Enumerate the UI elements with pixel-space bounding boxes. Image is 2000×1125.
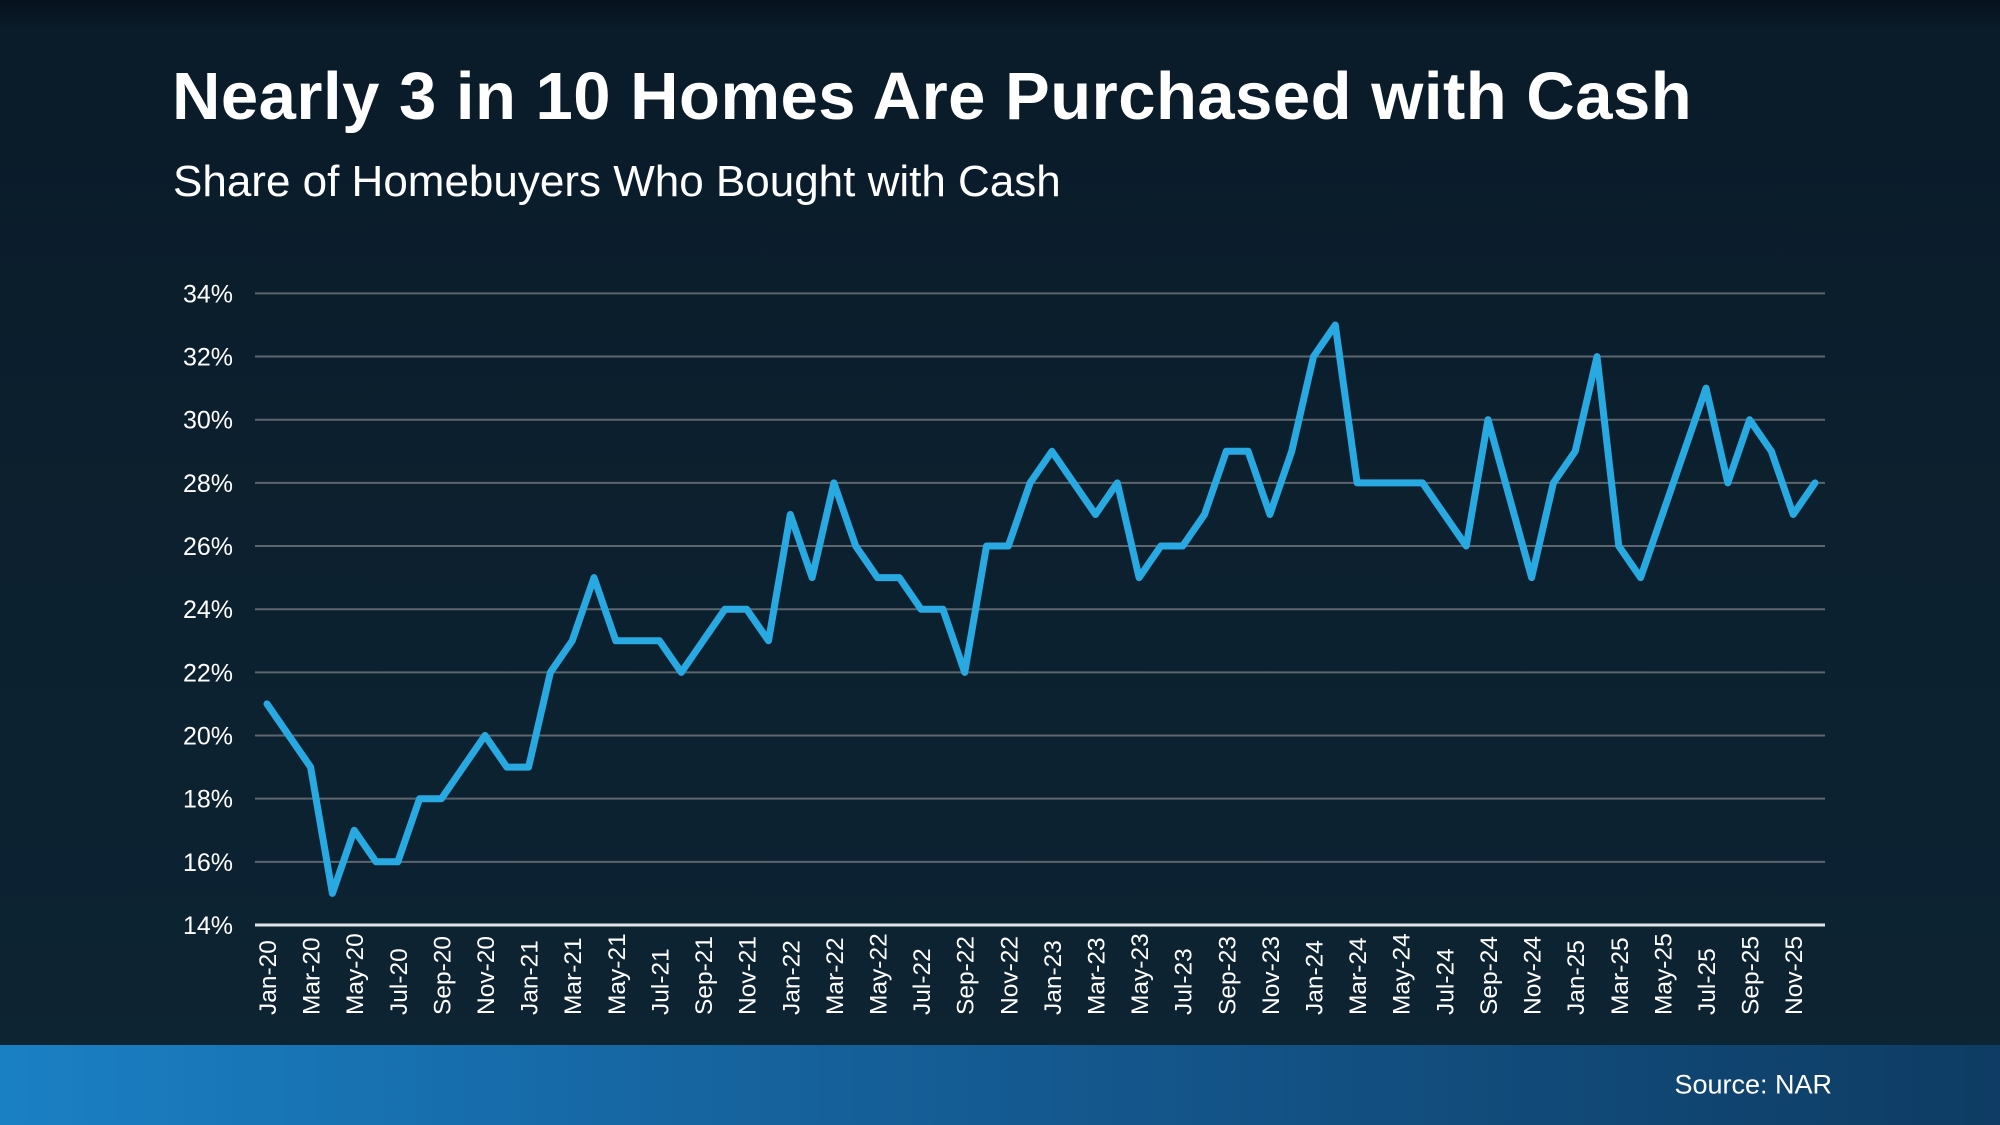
y-axis-label: 18% [183,786,233,814]
x-axis-label: May-22 [865,933,892,1015]
footer-bar: Source: NAR [0,1045,2000,1125]
y-axis-label: 22% [183,659,233,687]
x-axis-label: Sep-25 [1738,936,1765,1015]
x-axis-label: Nov-25 [1781,936,1808,1015]
x-axis-label: Mar-25 [1607,937,1634,1015]
x-axis-label: Jul-23 [1171,948,1198,1015]
x-axis-label: Sep-22 [953,936,980,1015]
source-label: Source: NAR [1674,1069,1832,1100]
x-axis-label: Nov-22 [996,936,1023,1015]
x-axis-label: Sep-23 [1214,936,1241,1015]
x-axis-label: Jan-21 [517,940,544,1015]
x-axis-label: Nov-23 [1258,936,1285,1015]
x-axis-label: Nov-21 [735,936,762,1015]
y-axis-label: 28% [183,470,233,498]
y-axis-label: 34% [183,280,233,308]
x-axis-label: Mar-21 [560,937,587,1015]
x-axis-label: Sep-20 [429,936,456,1015]
y-axis-label: 20% [183,723,233,751]
x-axis-label: Jul-22 [909,948,936,1015]
y-axis-label: 32% [183,344,233,372]
x-axis-label: Jul-24 [1432,948,1459,1015]
y-axis-label: 16% [183,849,233,877]
x-axis-label: May-20 [342,933,369,1015]
x-axis-label: Mar-24 [1345,937,1372,1015]
data-line [263,321,1819,897]
x-axis-label: May-23 [1127,933,1154,1015]
x-axis-label: Jan-25 [1563,940,1590,1015]
x-axis-label: Jan-20 [255,940,282,1015]
x-axis-label: May-21 [604,933,631,1015]
x-axis-label: Sep-21 [691,936,718,1015]
x-axis-label: May-24 [1389,933,1416,1015]
x-axis-label: Sep-24 [1476,936,1503,1015]
x-axis-label: Nov-24 [1520,936,1547,1015]
x-axis-label: Jul-20 [386,948,413,1015]
y-axis-label: 24% [183,596,233,624]
y-axis-label: 26% [183,533,233,561]
x-axis-label: Jan-22 [778,940,805,1015]
x-axis-label: Jan-23 [1040,940,1067,1015]
y-axis-label: 30% [183,407,233,435]
x-axis-label: Nov-20 [473,936,500,1015]
x-axis-label: Jul-25 [1694,948,1721,1015]
x-axis-label: Mar-23 [1084,937,1111,1015]
x-axis-label: Mar-20 [299,937,326,1015]
page-title: Nearly 3 in 10 Homes Are Purchased with … [172,59,1693,134]
page-subtitle: Share of Homebuyers Who Bought with Cash [173,157,1061,206]
x-axis-label: Jan-24 [1302,940,1329,1015]
x-axis-label: Mar-22 [822,937,849,1015]
x-axis-label: May-25 [1650,933,1677,1015]
y-axis-label: 14% [183,912,233,940]
x-axis-label: Jul-21 [647,948,674,1015]
